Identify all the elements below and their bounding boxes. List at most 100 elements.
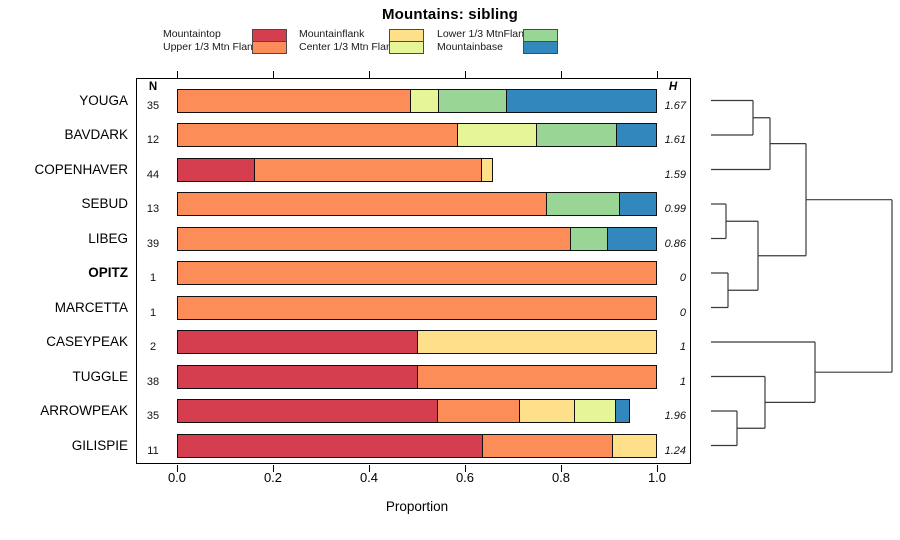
top-axis-tick (369, 71, 371, 78)
bar-segment-upper (178, 296, 656, 319)
x-tick-label: 0.4 (359, 470, 379, 485)
legend-swatch-base (523, 41, 558, 54)
x-tick-label: 0.0 (167, 470, 187, 485)
bottom-axis-tick (657, 464, 659, 472)
h-value: 1.96 (664, 410, 686, 422)
row-label-tuggle: TUGGLE (72, 368, 128, 384)
row-label-marcetta: MARCETTA (54, 299, 128, 315)
bar-segment-upper (253, 158, 482, 181)
h-value: 1.61 (664, 134, 686, 146)
x-tick-label: 0.2 (263, 470, 283, 485)
legend-swatch-center (389, 41, 424, 54)
legend-item-label: Center 1/3 Mtn Flank (299, 40, 398, 53)
row-label-arrowpeak: ARROWPEAK (40, 403, 128, 418)
n-value: 1 (149, 306, 157, 319)
bottom-axis-tick (177, 464, 179, 472)
row-label-gilispie: GILISPIE (71, 437, 128, 453)
h-value: 1 (679, 375, 686, 388)
bar-segment-lower (570, 227, 608, 250)
row-label-caseypeak: CASEYPEAK (46, 334, 128, 349)
h-value: 0 (679, 306, 686, 319)
x-tick-label: 0.8 (551, 470, 571, 485)
x-axis-title: Proportion (385, 499, 449, 514)
bar-segment-upper (417, 365, 656, 388)
bar-segment-upper (482, 434, 613, 457)
bar-segment-upper (178, 262, 656, 284)
bar-segment-flank (612, 434, 656, 457)
stacked-bar-tuggle (177, 364, 657, 389)
legend-swatches (523, 29, 558, 54)
row-label-copenhaver: COPENHAVER (34, 161, 128, 177)
bar-segment-upper (178, 124, 457, 146)
bar-segment-top (178, 434, 482, 457)
legend-labels: Mountaintop Upper 1/3 Mtn Flank (163, 28, 259, 53)
top-axis-tick (465, 71, 467, 78)
legend-group: Lower 1/3 MtnFlank Mountainbase (437, 28, 558, 54)
bar-segment-top (178, 365, 417, 388)
h-value: 0 (679, 272, 686, 284)
x-tick-label: 1.0 (647, 470, 667, 485)
bottom-axis-tick (465, 464, 467, 472)
n-value: 44 (146, 168, 160, 181)
stacked-bar-gilispie (177, 433, 657, 458)
bar-segment-base (607, 227, 657, 250)
stacked-bar-youga (177, 88, 657, 113)
stacked-bar-libeg (177, 226, 658, 251)
bar-segment-upper (437, 400, 520, 422)
n-column-header: N (148, 81, 158, 93)
legend-item-label: Mountainbase (437, 40, 503, 53)
n-value: 35 (146, 99, 160, 112)
bar-segment-center (573, 400, 615, 422)
top-axis-tick (657, 71, 659, 78)
n-value: 12 (146, 134, 160, 146)
legend-item-label: Mountaintop (163, 28, 221, 40)
stacked-bar-marcetta (177, 295, 657, 320)
row-label-opitz: OPITZ (88, 265, 128, 280)
h-value: 0.99 (664, 203, 686, 215)
bar-segment-base (505, 89, 656, 112)
n-value: 13 (146, 203, 160, 215)
h-value: 1.24 (664, 444, 686, 457)
stacked-bar-caseypeak (177, 330, 657, 354)
n-value: 1 (149, 272, 157, 284)
n-value: 11 (147, 444, 159, 457)
h-column-header: H (668, 81, 678, 93)
bar-segment-upper (178, 227, 571, 250)
bar-segment-top (178, 400, 438, 422)
bar-segment-center (456, 124, 537, 146)
legend-swatches (252, 29, 287, 54)
row-label-libeg: LIBEG (88, 230, 128, 246)
n-value: 35 (146, 410, 160, 422)
bar-segment-flank (481, 158, 493, 181)
bar-segment-flank (417, 331, 656, 353)
h-value: 1.59 (664, 168, 686, 181)
stacked-bar-arrowpeak (177, 399, 630, 423)
legend-swatches (389, 29, 424, 54)
bar-segment-flank (519, 400, 574, 422)
legend-swatch-upper (252, 41, 287, 54)
bottom-axis-tick (273, 464, 275, 472)
bottom-axis-tick (561, 464, 563, 472)
bar-segment-lower (545, 193, 620, 215)
legend-group: Mountaintop Upper 1/3 Mtn Flank (163, 28, 287, 54)
legend-group: Mountainflank Center 1/3 Mtn Flank (299, 28, 424, 54)
bar-segment-top (178, 158, 254, 181)
stacked-bar-bavdark (177, 123, 657, 147)
top-axis-tick (177, 71, 179, 78)
stacked-bar-opitz (177, 261, 657, 285)
n-value: 38 (146, 375, 160, 388)
legend-item-label: Mountainflank (299, 28, 365, 40)
legend-item-label: Lower 1/3 MtnFlank (437, 28, 530, 40)
n-value: 2 (149, 341, 157, 353)
legend-item-label: Upper 1/3 Mtn Flank (163, 40, 259, 53)
n-value: 39 (146, 237, 160, 250)
bar-segment-base (619, 193, 656, 215)
stacked-bar-copenhaver (177, 157, 494, 182)
row-label-bavdark: BAVDARK (64, 127, 128, 142)
legend-labels: Mountainflank Center 1/3 Mtn Flank (299, 28, 398, 53)
bar-segment-base (614, 400, 629, 422)
bar-segment-upper (178, 89, 411, 112)
bar-segment-base (616, 124, 656, 146)
h-value: 1 (679, 341, 686, 353)
